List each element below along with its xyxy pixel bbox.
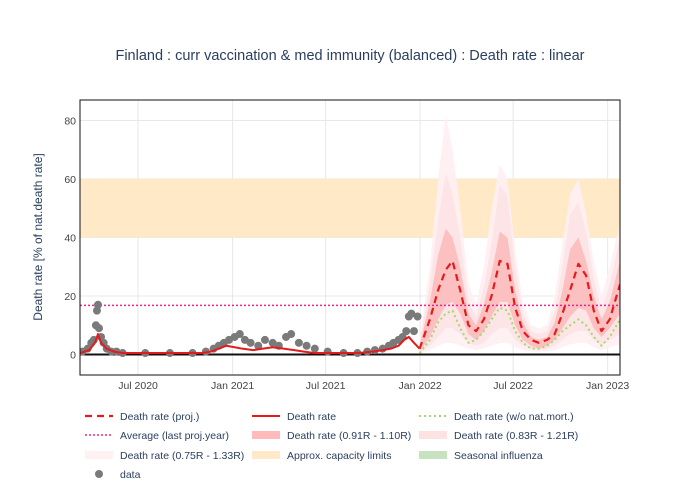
legend-item-proj: Death rate (proj.) xyxy=(85,411,199,423)
legend-swatch xyxy=(252,431,280,439)
chart-title: Finland : curr vaccination & med immunit… xyxy=(115,48,584,64)
legend-label: Death rate (proj.) xyxy=(120,411,199,423)
y-tick-label: 40 xyxy=(64,233,76,245)
legend-item-seasonal_flu: Seasonal influenza xyxy=(419,450,543,462)
legend-item-band_a: Death rate (0.91R - 1.10R) xyxy=(252,430,411,442)
legend-swatch xyxy=(419,451,447,459)
legend-label: Death rate (0.91R - 1.10R) xyxy=(287,430,411,442)
y-axis-title: Death rate [% of nat.death rate] xyxy=(31,153,45,320)
x-tick-label: Jul 2020 xyxy=(118,380,158,392)
legend-item-capacity: Approx. capacity limits xyxy=(252,450,391,462)
data-point xyxy=(254,341,263,350)
x-tick-label: Jul 2021 xyxy=(306,380,346,392)
band-0.91R-1.10R xyxy=(419,228,620,352)
legend-swatch xyxy=(95,470,103,478)
legend-item-wo_natmort: Death rate (w/o nat.mort.) xyxy=(419,411,574,423)
wo-natmort-line xyxy=(418,306,620,354)
death-rate-line xyxy=(80,333,421,355)
legend-label: data xyxy=(120,469,141,481)
legend-label: Death rate (0.75R - 1.33R) xyxy=(120,450,244,462)
data-point xyxy=(235,330,244,339)
data-point xyxy=(268,338,277,347)
legend-label: Death rate xyxy=(287,411,336,423)
data-point xyxy=(246,338,255,347)
legend-item-data: data xyxy=(95,469,141,481)
legend-item-death_rate: Death rate xyxy=(252,411,336,423)
legend-label: Death rate (w/o nat.mort.) xyxy=(454,411,574,423)
y-tick-label: 20 xyxy=(64,291,76,303)
x-tick-label: Jan 2023 xyxy=(586,380,629,392)
legend-label: Approx. capacity limits xyxy=(287,450,391,462)
legend-item-band_b: Death rate (0.83R - 1.21R) xyxy=(419,430,578,442)
legend-item-average: Average (last proj.year) xyxy=(85,430,229,442)
x-tick-label: Jul 2022 xyxy=(493,380,533,392)
data-point xyxy=(310,344,319,353)
data-point xyxy=(287,330,296,339)
capacity-band xyxy=(80,178,620,238)
y-tick-label: 60 xyxy=(64,174,76,186)
legend-label: Death rate (0.83R - 1.21R) xyxy=(454,430,578,442)
legend-label: Seasonal influenza xyxy=(454,450,543,462)
legend-swatch xyxy=(419,431,447,439)
legend-item-band_c: Death rate (0.75R - 1.33R) xyxy=(85,450,244,462)
data-point xyxy=(407,309,416,318)
legend-swatch xyxy=(85,451,113,459)
legend-label: Average (last proj.year) xyxy=(120,430,229,442)
data-point xyxy=(294,338,303,347)
x-tick-label: Jan 2022 xyxy=(399,380,442,392)
legend-swatch xyxy=(252,451,280,459)
plot-content xyxy=(80,114,620,358)
projection-line xyxy=(418,259,620,350)
data-point xyxy=(93,300,102,309)
data-point xyxy=(409,327,418,336)
data-point xyxy=(413,312,422,321)
y-tick-label: 0 xyxy=(70,350,76,362)
data-point xyxy=(323,347,332,356)
data-point xyxy=(302,341,311,350)
y-tick-label: 80 xyxy=(64,115,76,127)
data-point xyxy=(95,324,104,333)
plot-frame xyxy=(79,99,621,376)
data-point xyxy=(260,335,269,344)
plot-area: 0 20 40 60 80 Jul 2020 Jan 2021 Jul 2021 Jan 202… xyxy=(64,99,629,392)
x-tick-label: Jan 2021 xyxy=(211,380,254,392)
data-point xyxy=(402,327,411,336)
legend: Death rate (proj.) Death rate Death rate (… xyxy=(85,411,578,481)
